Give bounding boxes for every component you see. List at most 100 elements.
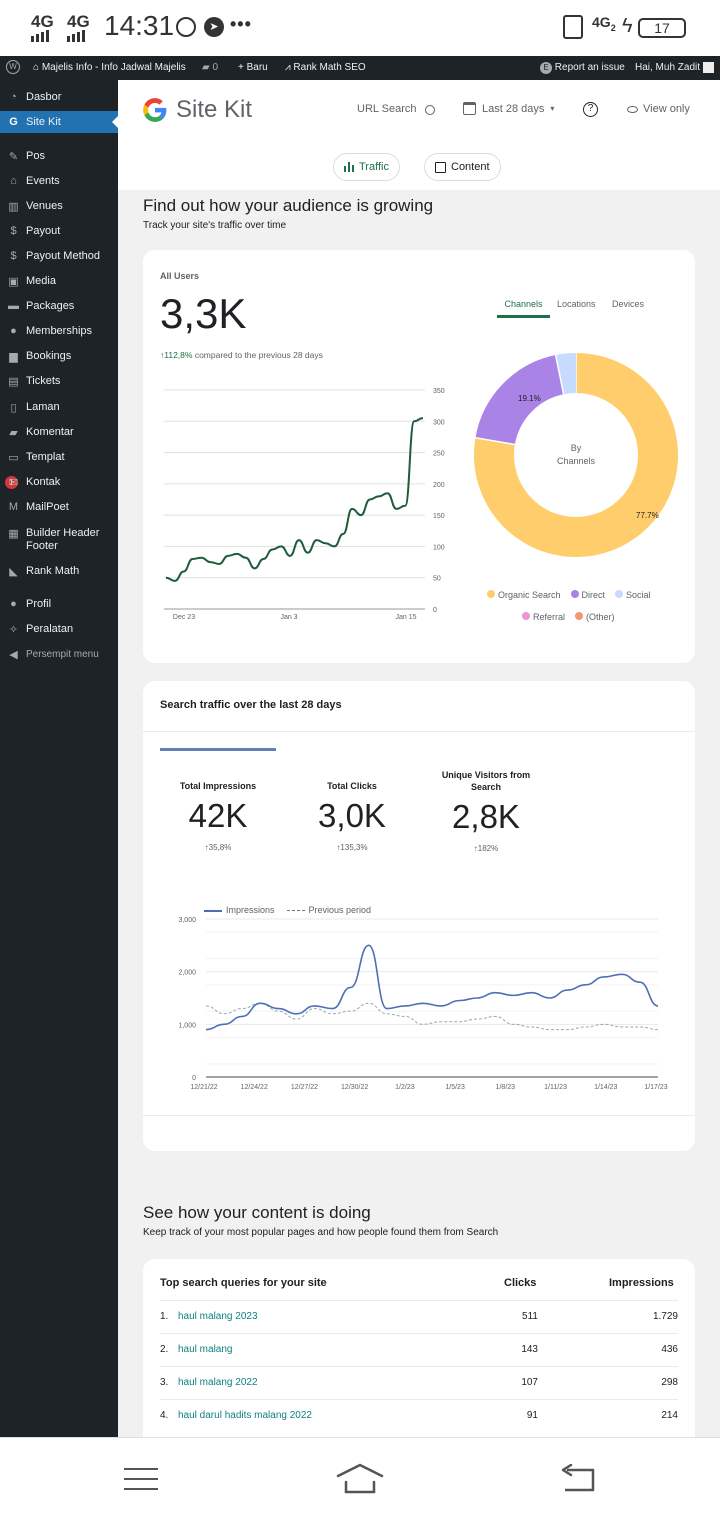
row-number: 1.	[160, 1311, 169, 1322]
sidebar-item-pos[interactable]: ✎ Pos	[0, 145, 118, 167]
impressions-series-line	[205, 944, 659, 1031]
y-tick-label: 350	[433, 388, 445, 395]
site-name-link[interactable]: ⌂ Majelis Info - Info Jadwal Majelis	[33, 62, 186, 73]
tab-content[interactable]: Content	[424, 153, 501, 181]
x-tick-label: 1/17/23	[644, 1084, 667, 1091]
y-tick-label: 3,000	[178, 917, 196, 924]
home-button[interactable]	[336, 1462, 384, 1499]
y-tick-label: 200	[433, 482, 445, 489]
tab-channels[interactable]: Channels	[497, 299, 550, 318]
comments-link[interactable]: ▰ 0	[202, 62, 219, 73]
date-range-selector[interactable]: Last 28 days ▾	[463, 102, 554, 115]
query-link[interactable]: haul darul hadits malang 2022	[178, 1410, 312, 1421]
column-header-clicks: Clicks	[504, 1277, 537, 1289]
clock: 14:31	[104, 10, 175, 41]
sidebar-item-label: Events	[26, 174, 60, 187]
sidebar-item-laman[interactable]: ▯ Laman	[0, 396, 118, 418]
sidebar-item-bookings[interactable]: ▆ Bookings	[0, 345, 118, 367]
collapse-icon: ◀	[9, 648, 18, 661]
sidebar-item-payout-method[interactable]: $ Payout Method	[0, 245, 118, 267]
charging-icon: ϟ	[622, 15, 633, 37]
slice-label-direct: 19.1%	[518, 394, 541, 403]
sidebar-item-label: Templat	[26, 450, 65, 463]
pin-icon: ✎	[8, 150, 19, 163]
tab-traffic[interactable]: Traffic	[333, 153, 400, 181]
status-bar: 4G 4G 14:31 ➤ ••• 4G2 ϟ 17	[0, 0, 720, 56]
vibrate-icon	[563, 15, 583, 39]
table-row: 2. haul malang 143 436	[160, 1333, 678, 1366]
report-issue-link[interactable]: E Report an issue	[540, 62, 625, 74]
cart-icon: ▬	[8, 300, 19, 312]
sidebar-item-templat[interactable]: ▭ Templat	[0, 446, 118, 468]
sidebar-item-label: Tickets	[26, 374, 61, 387]
dollar-icon: $	[10, 225, 17, 237]
url-search-button[interactable]: URL Search	[357, 103, 435, 115]
admin-sidebar	[0, 80, 118, 1437]
sidebar-item-persempit-menu[interactable]: ◀ Persempit menu	[0, 643, 118, 665]
sidebar-item-profil[interactable]: ● Profil	[0, 593, 118, 615]
sidebar-item-label: Site Kit	[26, 115, 61, 128]
sidebar-item-label: Kontak	[26, 475, 61, 488]
sidebar-item-mailpoet[interactable]: M MailPoet	[0, 496, 118, 518]
back-button[interactable]	[561, 1463, 597, 1499]
tab-locations[interactable]: Locations	[557, 299, 596, 309]
sidebar-item-rank-math[interactable]: ◣ Rank Math	[0, 560, 118, 582]
query-link[interactable]: haul malang 2023	[178, 1311, 258, 1322]
whatsapp-icon	[176, 17, 196, 37]
google-g-icon: G	[9, 116, 18, 128]
legend-previous-period: Previous period	[286, 905, 371, 915]
table-title: Top search queries for your site	[160, 1277, 327, 1289]
sidebar-item-media[interactable]: ▣ Media	[0, 270, 118, 292]
donut-legend-row1: Organic Search Direct Social	[487, 590, 651, 600]
channels-donut-chart: 77.7% 19.1%	[474, 353, 678, 557]
help-icon[interactable]: ?	[583, 102, 598, 117]
sidebar-item-kontak[interactable]: ✉ Kontak 1	[0, 471, 118, 493]
site-kit-logo-text: Site Kit	[176, 96, 253, 123]
comment-icon: ▰	[202, 62, 210, 73]
sidebar-item-label: Rank Math	[26, 564, 80, 577]
sidebar-item-builder-header-footer[interactable]: ▦ Builder Header Footer	[0, 521, 118, 553]
query-clicks: 107	[521, 1377, 538, 1388]
query-impressions: 436	[661, 1344, 678, 1355]
tab-devices[interactable]: Devices	[612, 299, 645, 309]
search-traffic-card: Search traffic over the last 28 days Tot…	[143, 681, 695, 1151]
query-link[interactable]: haul malang	[178, 1344, 233, 1355]
sidebar-item-events[interactable]: ⌂ Events	[0, 170, 118, 192]
page-icon: ▯	[10, 401, 17, 414]
x-tick-label: 1/5/23	[445, 1084, 465, 1091]
y-tick-label: 1,000	[178, 1022, 196, 1029]
x-tick-label: 12/21/22	[190, 1084, 217, 1091]
content-title: See how your content is doing	[143, 1203, 371, 1222]
sidebar-item-site-kit[interactable]: G Site Kit	[0, 111, 118, 133]
sidebar-item-venues[interactable]: ▥ Venues	[0, 195, 118, 217]
audience-subtitle: Track your site's traffic over time	[143, 220, 287, 231]
sidebar-item-label: MailPoet	[26, 500, 69, 513]
query-impressions: 214	[661, 1410, 678, 1421]
user-greeting[interactable]: Hai, Muh Zadit	[635, 62, 714, 73]
briefcase-icon: ▆	[9, 350, 18, 363]
metric-unique-visitors[interactable]: Unique Visitors from Search 2,8K ↑182%	[441, 770, 531, 853]
sidebar-item-peralatan[interactable]: ✧ Peralatan	[0, 618, 118, 640]
search-traffic-title: Search traffic over the last 28 days	[160, 699, 342, 711]
view-only-button[interactable]: View only	[627, 103, 690, 115]
sidebar-item-label: Peralatan	[26, 622, 74, 635]
x-tick-label: 1/2/23	[395, 1084, 415, 1091]
sidebar-item-komentar[interactable]: ▰ Komentar	[0, 421, 118, 443]
sidebar-item-memberships[interactable]: ● Memberships	[0, 320, 118, 342]
metric-impressions[interactable]: Total Impressions 42K ↑35,8%	[179, 781, 257, 852]
sidebar-item-dasbor[interactable]: ◔ Dasbor	[0, 86, 118, 108]
sidebar-item-packages[interactable]: ▬ Packages	[0, 295, 118, 317]
query-clicks: 511	[522, 1311, 538, 1322]
rank-math-link[interactable]: ⩘ Rank Math SEO	[285, 62, 366, 73]
row-number: 4.	[160, 1410, 169, 1421]
sidebar-item-tickets[interactable]: ▤ Tickets	[0, 370, 118, 392]
x-tick-label: 1/14/23	[594, 1084, 617, 1091]
wordpress-icon[interactable]: W	[6, 60, 20, 74]
new-content-link[interactable]: + Baru	[238, 62, 268, 73]
x-tick-label: 1/8/23	[496, 1084, 516, 1091]
sidebar-item-label: Persempit menu	[26, 648, 99, 660]
recent-apps-button[interactable]	[124, 1468, 158, 1490]
sidebar-item-payout[interactable]: $ Payout	[0, 220, 118, 242]
query-link[interactable]: haul malang 2022	[178, 1377, 258, 1388]
metric-clicks[interactable]: Total Clicks 3,0K ↑135,3%	[318, 781, 386, 852]
